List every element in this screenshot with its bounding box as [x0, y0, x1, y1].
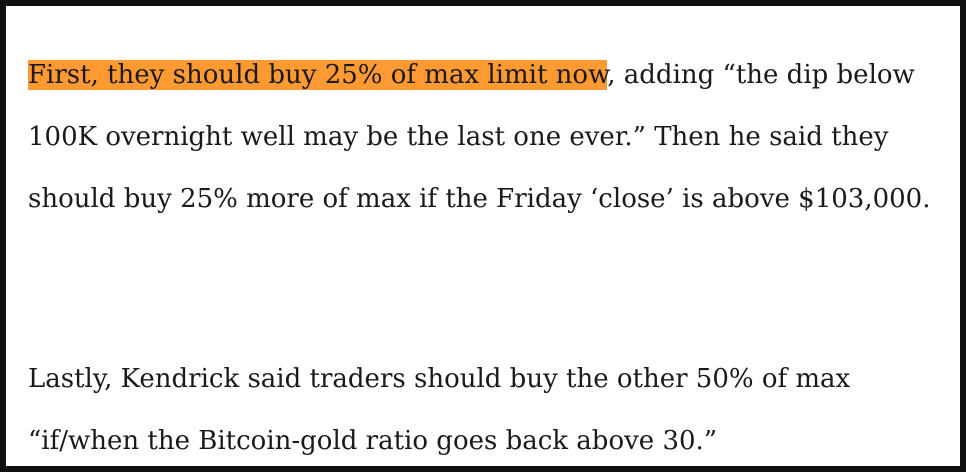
paragraph-1-rest: , adding “the dip below 100K overnight w…: [28, 60, 931, 214]
article-frame: First, they should buy 25% of max limit …: [6, 6, 960, 466]
highlighted-text: First, they should buy 25% of max limit …: [28, 60, 608, 90]
paragraph-2: Lastly, Kendrick said traders should buy…: [28, 364, 851, 456]
paragraph-1: First, they should buy 25% of max limit …: [28, 44, 958, 230]
